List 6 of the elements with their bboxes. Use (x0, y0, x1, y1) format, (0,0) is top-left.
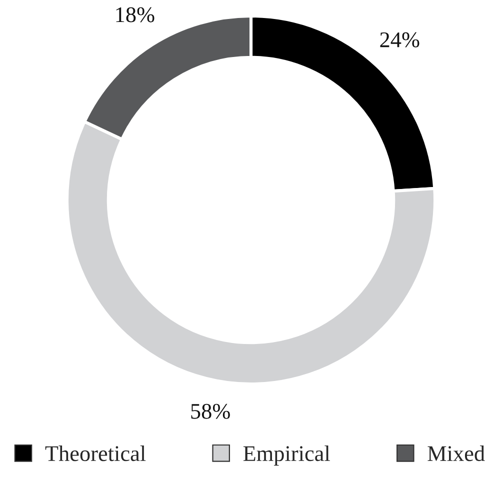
legend-label: Mixed (428, 445, 485, 462)
data-label: 18% (116, 7, 154, 22)
legend-label: Theoretical (45, 445, 146, 462)
data-label: 24% (380, 32, 420, 48)
data-label: 58% (191, 404, 230, 419)
legend-label: Empirical (243, 445, 330, 466)
